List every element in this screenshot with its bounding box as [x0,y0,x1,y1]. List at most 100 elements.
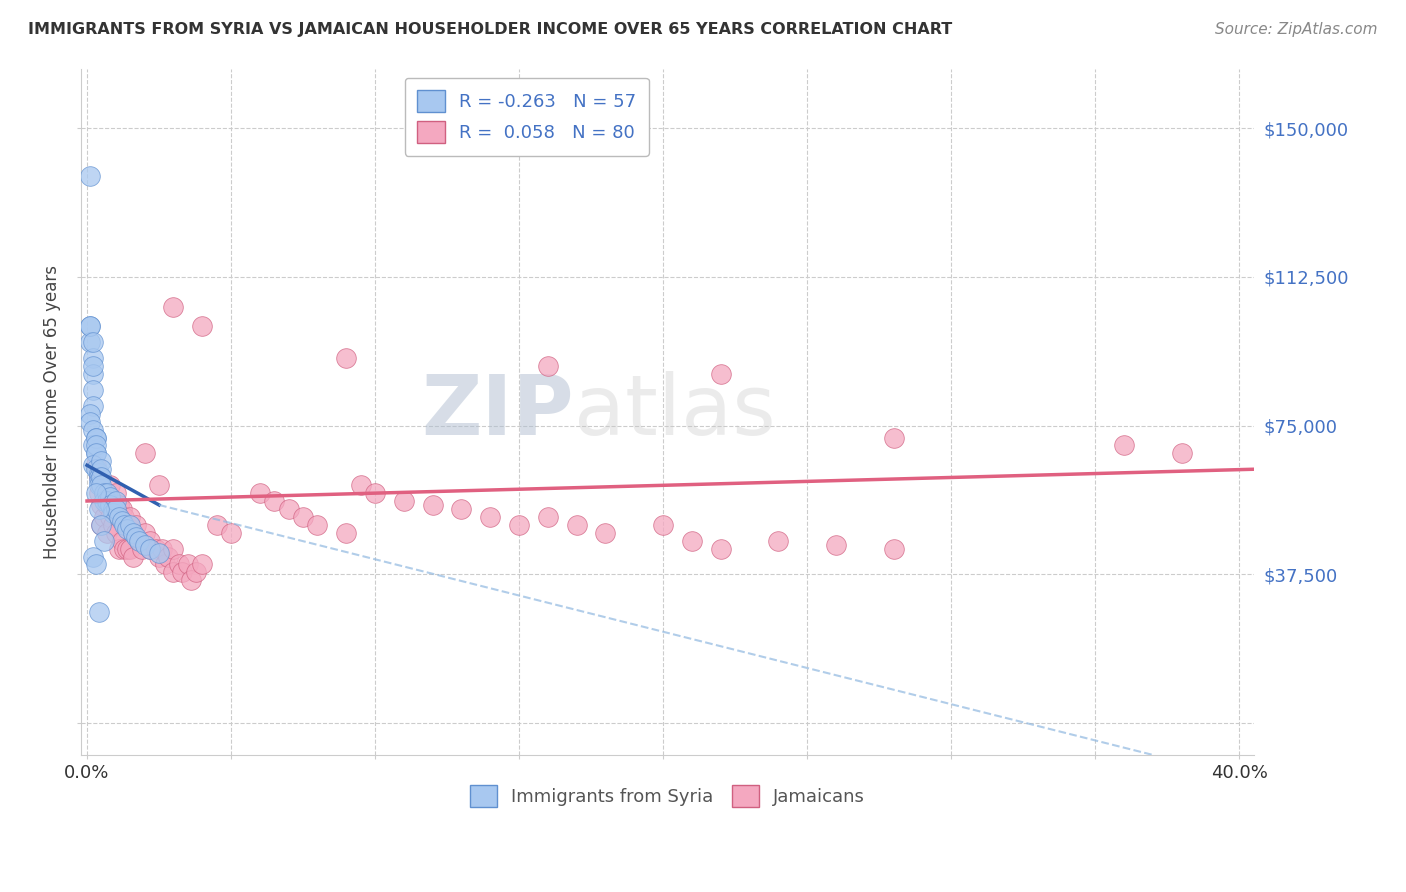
Point [263,494,285,508]
Point [87,467,110,481]
Text: ZIP: ZIP [422,371,574,452]
Point [350,478,373,492]
Point [768,533,790,548]
Point [90,498,112,512]
Point [84,438,107,452]
Point [84,430,107,444]
Text: atlas: atlas [574,371,775,452]
Text: IMMIGRANTS FROM SYRIA VS JAMAICAN HOUSEHOLDER INCOME OVER 65 YEARS CORRELATION C: IMMIGRANTS FROM SYRIA VS JAMAICAN HOUSEH… [28,22,952,37]
Point [82,399,104,413]
Point [93,486,115,500]
Point [82,351,104,366]
Point [392,494,415,508]
Point [134,538,156,552]
Point [104,486,127,500]
Point [335,351,357,366]
Point [90,462,112,476]
Point [79,319,101,334]
Point [82,549,104,564]
Point [82,383,104,397]
Point [652,517,675,532]
Point [87,470,110,484]
Point [104,525,127,540]
Point [96,498,118,512]
Point [307,517,329,532]
Point [219,525,242,540]
Point [79,335,101,350]
Point [104,502,127,516]
Text: Source: ZipAtlas.com: Source: ZipAtlas.com [1215,22,1378,37]
Point [87,470,110,484]
Point [537,509,560,524]
Point [139,541,162,556]
Point [191,558,214,572]
Point [84,430,107,444]
Point [82,423,104,437]
Point [177,558,200,572]
Point [87,502,110,516]
Point [114,517,136,532]
Point [156,549,179,564]
Point [139,533,162,548]
Point [681,533,703,548]
Point [117,541,139,556]
Point [79,415,101,429]
Point [82,335,104,350]
Point [128,533,150,548]
Point [825,538,848,552]
Point [134,446,156,460]
Point [167,558,190,572]
Point [180,574,202,588]
Point [148,478,170,492]
Point [565,517,588,532]
Point [170,566,193,580]
Point [90,517,112,532]
Point [122,549,145,564]
Point [101,517,124,532]
Point [107,509,129,524]
Point [96,486,118,500]
Point [101,506,124,520]
Point [90,517,112,532]
Point [479,509,502,524]
Point [82,367,104,381]
Point [148,545,170,559]
Point [139,541,162,556]
Point [93,509,115,524]
Point [120,517,142,532]
Point [125,530,148,544]
Point [120,509,142,524]
Point [186,566,208,580]
Point [148,549,170,564]
Point [84,446,107,460]
Point [107,498,129,512]
Point [128,533,150,548]
Point [110,533,132,548]
Point [122,525,145,540]
Y-axis label: Householder Income Over 65 years: Householder Income Over 65 years [44,265,60,558]
Point [153,558,176,572]
Point [125,517,148,532]
Point [162,566,184,580]
Point [277,502,299,516]
Point [150,541,173,556]
Point [710,367,733,381]
Point [90,454,112,468]
Legend: Immigrants from Syria, Jamaicans: Immigrants from Syria, Jamaicans [463,778,872,814]
Point [104,494,127,508]
Point [101,494,124,508]
Point [110,502,132,516]
Point [87,474,110,488]
Point [364,486,387,500]
Point [79,407,101,421]
Point [508,517,530,532]
Point [84,458,107,473]
Point [710,541,733,556]
Point [1170,446,1192,460]
Point [883,541,905,556]
Point [117,522,139,536]
Point [145,541,167,556]
Point [84,486,107,500]
Point [191,319,214,334]
Point [79,169,101,183]
